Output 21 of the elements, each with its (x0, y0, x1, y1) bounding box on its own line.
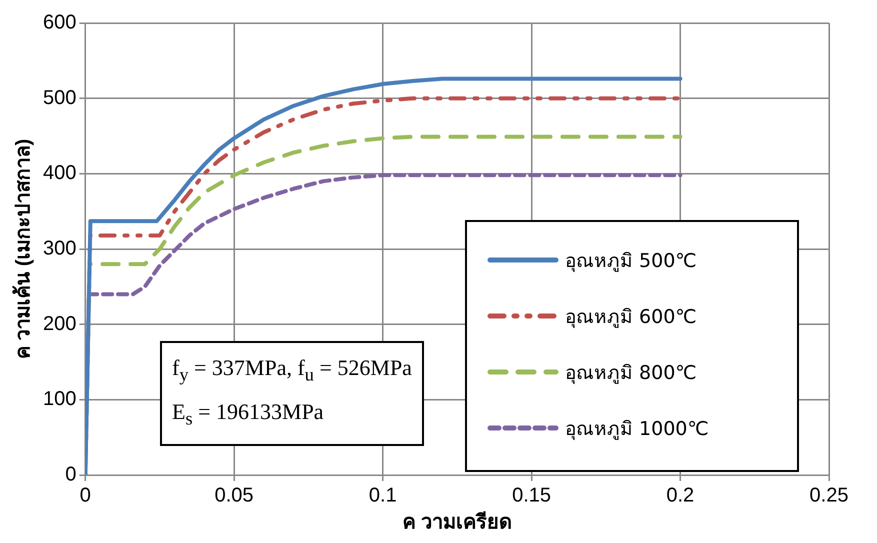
y-tick-label: 600 (42, 12, 76, 34)
y-tick-label: 200 (42, 312, 76, 335)
legend-label: อุณหภูมิ 800℃ (565, 361, 697, 386)
x-tick-label: 0.1 (368, 484, 397, 507)
x-tick-label: 0.15 (512, 484, 552, 507)
y-tick-label: 400 (42, 162, 76, 184)
x-tick-label: 0 (80, 484, 91, 507)
y-tick-label: 300 (42, 238, 76, 260)
y-axis-title: ค วามเค้น (เมกะปาสกาล) (12, 138, 35, 360)
annotation: E$_{s}$ = 196133MPa (172, 398, 325, 431)
annotation: f$_{y}$ = 337MPa, f$_{u}$ = 526MPa (172, 354, 412, 386)
y-tick-label: 100 (42, 388, 76, 410)
x-tick-label: 0.2 (666, 484, 694, 507)
legend-label: อุณหภูมิ 1000℃ (565, 417, 709, 442)
legend-label: อุณหภูมิ 600℃ (565, 305, 697, 330)
legend-label: อุณหภูมิ 500℃ (565, 249, 697, 274)
y-tick-label: 500 (42, 86, 76, 109)
x-axis-title: ค วามเครียด (402, 510, 512, 534)
x-tick-label: 0.25 (810, 484, 848, 507)
x-tick-label: 0.05 (214, 484, 254, 507)
y-tick-label: 0 (65, 464, 76, 486)
